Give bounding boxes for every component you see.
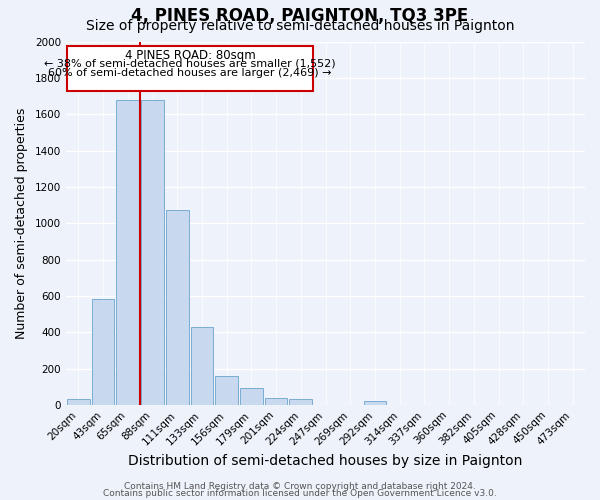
Text: 60% of semi-detached houses are larger (2,469) →: 60% of semi-detached houses are larger (… (49, 68, 332, 78)
Text: Contains public sector information licensed under the Open Government Licence v3: Contains public sector information licen… (103, 488, 497, 498)
Bar (67, 400, 90, 405)
Bar (92, 300, 115, 405)
Bar (166, 210, 188, 405)
Bar (67, 46, 313, 90)
Text: Size of property relative to semi-detached houses in Paignton: Size of property relative to semi-detach… (86, 19, 514, 33)
X-axis label: Distribution of semi-detached houses by size in Paignton: Distribution of semi-detached houses by … (128, 454, 523, 468)
Text: 4 PINES ROAD: 80sqm: 4 PINES ROAD: 80sqm (125, 49, 256, 62)
Bar (116, 100, 139, 405)
Text: 4, PINES ROAD, PAIGNTON, TQ3 3PE: 4, PINES ROAD, PAIGNTON, TQ3 3PE (131, 8, 469, 26)
Bar (215, 376, 238, 405)
Text: Contains HM Land Registry data © Crown copyright and database right 2024.: Contains HM Land Registry data © Crown c… (124, 482, 476, 491)
Bar (289, 400, 312, 405)
Bar (364, 401, 386, 405)
Bar (141, 100, 164, 405)
Bar (240, 388, 263, 405)
Text: ← 38% of semi-detached houses are smaller (1,552): ← 38% of semi-detached houses are smalle… (44, 59, 336, 69)
Bar (191, 326, 214, 405)
Y-axis label: Number of semi-detached properties: Number of semi-detached properties (15, 108, 28, 339)
Bar (265, 398, 287, 405)
